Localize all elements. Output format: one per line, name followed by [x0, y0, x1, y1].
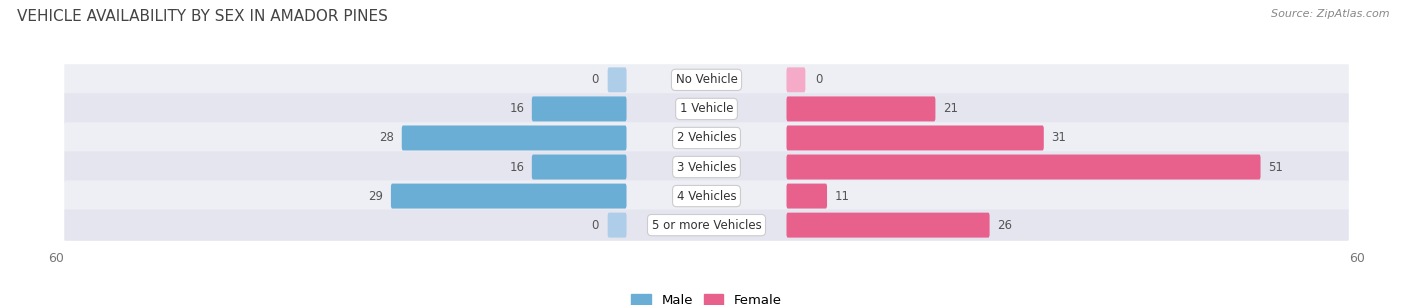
- Text: 29: 29: [368, 190, 384, 203]
- Text: Source: ZipAtlas.com: Source: ZipAtlas.com: [1271, 9, 1389, 19]
- FancyBboxPatch shape: [65, 180, 1348, 212]
- FancyBboxPatch shape: [607, 67, 627, 92]
- Text: No Vehicle: No Vehicle: [675, 74, 738, 86]
- Text: VEHICLE AVAILABILITY BY SEX IN AMADOR PINES: VEHICLE AVAILABILITY BY SEX IN AMADOR PI…: [17, 9, 388, 24]
- Text: 16: 16: [509, 102, 524, 115]
- FancyBboxPatch shape: [786, 184, 827, 209]
- FancyBboxPatch shape: [65, 64, 1348, 95]
- FancyBboxPatch shape: [531, 155, 627, 180]
- Text: 11: 11: [834, 190, 849, 203]
- FancyBboxPatch shape: [786, 67, 806, 92]
- Legend: Male, Female: Male, Female: [631, 293, 782, 305]
- Text: 28: 28: [380, 131, 394, 145]
- Text: 31: 31: [1052, 131, 1066, 145]
- FancyBboxPatch shape: [65, 93, 1348, 125]
- FancyBboxPatch shape: [65, 210, 1348, 241]
- Text: 0: 0: [815, 74, 823, 86]
- FancyBboxPatch shape: [786, 213, 990, 238]
- Text: 21: 21: [943, 102, 957, 115]
- Text: 0: 0: [591, 219, 598, 231]
- Text: 2 Vehicles: 2 Vehicles: [676, 131, 737, 145]
- Text: 0: 0: [591, 74, 598, 86]
- FancyBboxPatch shape: [786, 96, 935, 121]
- FancyBboxPatch shape: [531, 96, 627, 121]
- FancyBboxPatch shape: [786, 125, 1043, 150]
- Text: 16: 16: [509, 160, 524, 174]
- FancyBboxPatch shape: [607, 213, 627, 238]
- Text: 51: 51: [1268, 160, 1282, 174]
- Text: 5 or more Vehicles: 5 or more Vehicles: [651, 219, 762, 231]
- FancyBboxPatch shape: [402, 125, 627, 150]
- Text: 26: 26: [997, 219, 1012, 231]
- FancyBboxPatch shape: [786, 155, 1261, 180]
- FancyBboxPatch shape: [65, 151, 1348, 183]
- Text: 3 Vehicles: 3 Vehicles: [676, 160, 737, 174]
- FancyBboxPatch shape: [391, 184, 627, 209]
- FancyBboxPatch shape: [65, 122, 1348, 154]
- Text: 4 Vehicles: 4 Vehicles: [676, 190, 737, 203]
- Text: 1 Vehicle: 1 Vehicle: [679, 102, 734, 115]
